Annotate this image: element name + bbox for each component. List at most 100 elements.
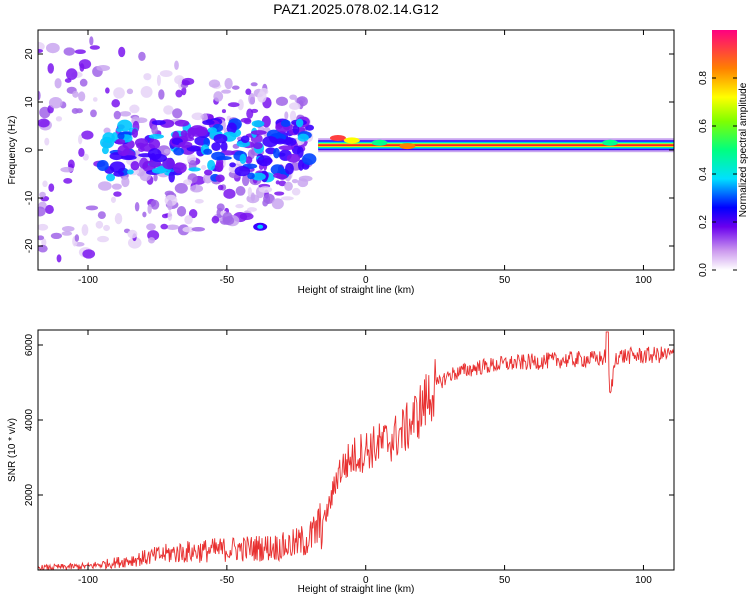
noise-blob xyxy=(113,110,121,120)
band-blob xyxy=(297,159,305,171)
noise-blob xyxy=(262,199,269,207)
band-blob xyxy=(270,164,285,176)
noise-blob xyxy=(245,88,252,95)
noise-blob xyxy=(97,181,112,191)
band-blob xyxy=(261,115,271,128)
noise-blob xyxy=(44,137,50,146)
band-blob xyxy=(251,172,266,181)
noise-blob xyxy=(85,205,99,211)
noise-blob xyxy=(167,210,173,221)
noise-blob xyxy=(150,199,160,210)
band-blob xyxy=(105,173,116,182)
noise-blob xyxy=(81,224,89,236)
band-blob xyxy=(188,167,201,172)
noise-blob xyxy=(38,118,50,128)
colorbar: 0.0 0.2 0.4 0.6 0.8 Normalized spectral ampl… xyxy=(698,30,749,277)
band-blob xyxy=(286,153,301,163)
noise-blob xyxy=(103,127,111,134)
y-tick-label: -10 xyxy=(24,190,35,205)
noise-blob xyxy=(221,89,232,94)
x-tick-label: -50 xyxy=(220,275,235,286)
colorbar-label: Normalized spectral amplitude xyxy=(738,82,749,217)
band-blob xyxy=(297,133,309,142)
noise-blob xyxy=(235,186,246,196)
noise-blob xyxy=(129,104,140,114)
noise-blob xyxy=(289,102,301,110)
band-blob xyxy=(278,145,295,151)
band-blob xyxy=(168,171,175,183)
noise-blob xyxy=(55,116,63,122)
band-blob xyxy=(147,148,162,161)
snr-y-ticks: 2000 4000 6000 xyxy=(24,333,674,506)
band-blob xyxy=(115,138,126,145)
band-blob xyxy=(247,172,255,180)
noise-blob xyxy=(121,176,130,188)
noise-blob xyxy=(146,223,156,231)
noise-blob xyxy=(38,48,44,53)
noise-blob xyxy=(213,91,224,102)
spectrogram-y-ticks: -20 -10 0 10 20 xyxy=(24,48,674,253)
noise-blob xyxy=(159,70,173,77)
noise-blob xyxy=(78,91,86,102)
noise-blob xyxy=(95,220,104,229)
noise-blob xyxy=(48,183,55,192)
y-tick-label: 0 xyxy=(24,147,35,153)
colorbar-tick-label: 0.2 xyxy=(698,215,709,229)
band-blob xyxy=(162,157,175,170)
band-blob xyxy=(253,142,263,150)
spectrogram-x-label: Height of straight line (km) xyxy=(298,285,415,296)
colorbar-tick-label: 0.4 xyxy=(698,167,709,181)
noise-blob xyxy=(92,97,98,102)
noise-blob xyxy=(224,77,233,90)
band-blob xyxy=(250,130,267,135)
noise-blob xyxy=(118,46,126,58)
noise-blob xyxy=(296,96,308,107)
noise-blob xyxy=(48,97,63,109)
x-tick-label: -50 xyxy=(220,575,235,586)
band-blob xyxy=(207,127,217,134)
band-blob xyxy=(211,151,226,161)
band-blob xyxy=(173,147,184,156)
x-tick-label: 50 xyxy=(499,275,511,286)
noise-blob xyxy=(96,64,111,72)
band-blob xyxy=(178,141,193,149)
band-blob xyxy=(239,153,247,165)
band-blob xyxy=(215,161,224,172)
noise-blob xyxy=(74,234,80,242)
colorbar-gradient xyxy=(712,30,737,270)
colorbar-tick-label: 0.8 xyxy=(698,71,709,85)
noise-blob xyxy=(172,108,183,119)
x-tick-label: 0 xyxy=(363,275,369,286)
noise-blob xyxy=(284,111,289,120)
y-tick-label: 2000 xyxy=(24,483,35,506)
noise-blob xyxy=(231,85,240,90)
noise-blob xyxy=(44,204,54,215)
noise-blob xyxy=(45,42,60,54)
noise-blob xyxy=(275,180,280,185)
noise-blob xyxy=(258,186,273,193)
snr-y-label: SNR (10 * v/v) xyxy=(7,418,18,482)
noise-blob xyxy=(38,235,45,241)
band-blob xyxy=(148,134,164,140)
signal-band-feature xyxy=(371,139,388,146)
band-blob xyxy=(202,119,215,126)
band-blob xyxy=(151,167,167,174)
noise-blob xyxy=(188,209,198,219)
band-blob xyxy=(130,161,140,171)
band-blob xyxy=(226,122,237,134)
band-blob xyxy=(172,162,187,174)
noise-blob xyxy=(89,36,94,46)
noise-blob xyxy=(142,211,147,218)
noise-blob xyxy=(113,87,125,99)
band-blob xyxy=(229,162,236,168)
band-blob xyxy=(234,165,251,177)
band-blob xyxy=(211,142,222,151)
y-tick-label: -20 xyxy=(24,238,35,253)
band-blob xyxy=(126,169,134,175)
noise-blob xyxy=(237,99,244,111)
noise-blob xyxy=(297,178,309,188)
band-blob xyxy=(257,155,273,167)
y-tick-label: 20 xyxy=(24,48,35,60)
